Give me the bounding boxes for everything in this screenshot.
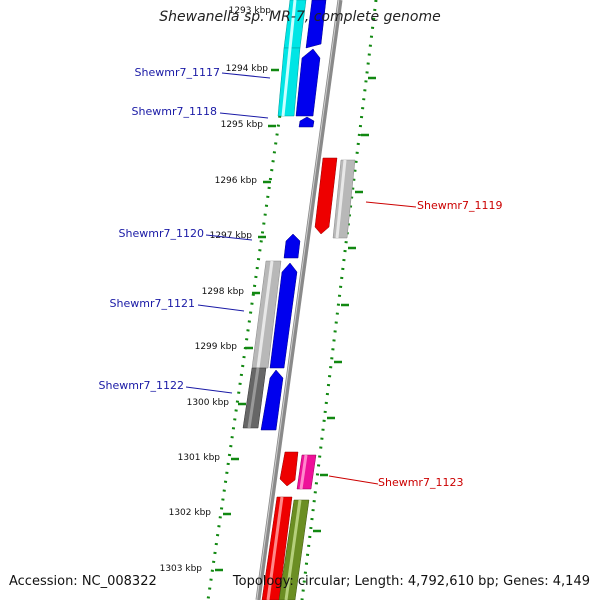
gene-feature-blue xyxy=(305,0,327,49)
gene-label-shewmr7-1123[interactable]: Shewmr7_1123 xyxy=(378,476,463,489)
gene-labels: Shewmr7_1117 Shewmr7_1118 Shewmr7_1119 S… xyxy=(99,66,503,489)
gene-feature-blue-arrow xyxy=(283,233,301,259)
tick-label: 1293 kbp xyxy=(229,6,272,16)
tick-marks-left xyxy=(215,68,279,572)
backbone-line xyxy=(255,0,343,600)
tick-label: 1295 kbp xyxy=(221,120,264,130)
topology-label: Topology: circular; Length: 4,792,610 bp… xyxy=(232,574,590,589)
map-title: Shewanella sp. MR-7, complete genome xyxy=(159,9,441,25)
gene-feature-blue-arrow xyxy=(295,48,321,117)
tick-labels: 1293 kbp 1294 kbp 1295 kbp 1296 kbp 1297… xyxy=(160,6,272,574)
gene-feature-red xyxy=(261,496,293,600)
gene-feature-blue-arrow xyxy=(260,369,284,431)
tick-label: 1294 kbp xyxy=(226,64,269,74)
gene-label-shewmr7-1121[interactable]: Shewmr7_1121 xyxy=(110,297,195,310)
tick-label: 1299 kbp xyxy=(195,342,238,352)
gene-feature-blue-arrow xyxy=(298,116,315,128)
gene-feature-red-arrow xyxy=(279,451,299,487)
backbone-highlight xyxy=(256,0,340,600)
left-dotted-ring xyxy=(206,0,299,600)
right-dotted-ring xyxy=(300,0,378,600)
tick-label: 1302 kbp xyxy=(169,508,212,518)
gene-label-shewmr7-1120[interactable]: Shewmr7_1120 xyxy=(119,227,204,240)
tick-label: 1301 kbp xyxy=(178,453,221,463)
tick-marks-right xyxy=(313,76,376,533)
gene-feature-red-arrow xyxy=(314,157,338,235)
gene-label-shewmr7-1122[interactable]: Shewmr7_1122 xyxy=(99,379,184,392)
gene-feature-blue-arrow xyxy=(269,262,298,369)
gene-leader-lines xyxy=(185,72,417,485)
gene-label-shewmr7-1119[interactable]: Shewmr7_1119 xyxy=(417,199,502,212)
tick-label: 1296 kbp xyxy=(215,176,258,186)
gene-label-shewmr7-1118[interactable]: Shewmr7_1118 xyxy=(132,105,217,118)
gene-label-shewmr7-1117[interactable]: Shewmr7_1117 xyxy=(135,66,220,79)
tick-label: 1300 kbp xyxy=(187,398,230,408)
tick-label: 1298 kbp xyxy=(202,287,245,297)
tick-label: 1303 kbp xyxy=(160,564,203,574)
accession-label: Accession: NC_008322 xyxy=(9,574,157,589)
tick-label: 1297 kbp xyxy=(210,231,253,241)
